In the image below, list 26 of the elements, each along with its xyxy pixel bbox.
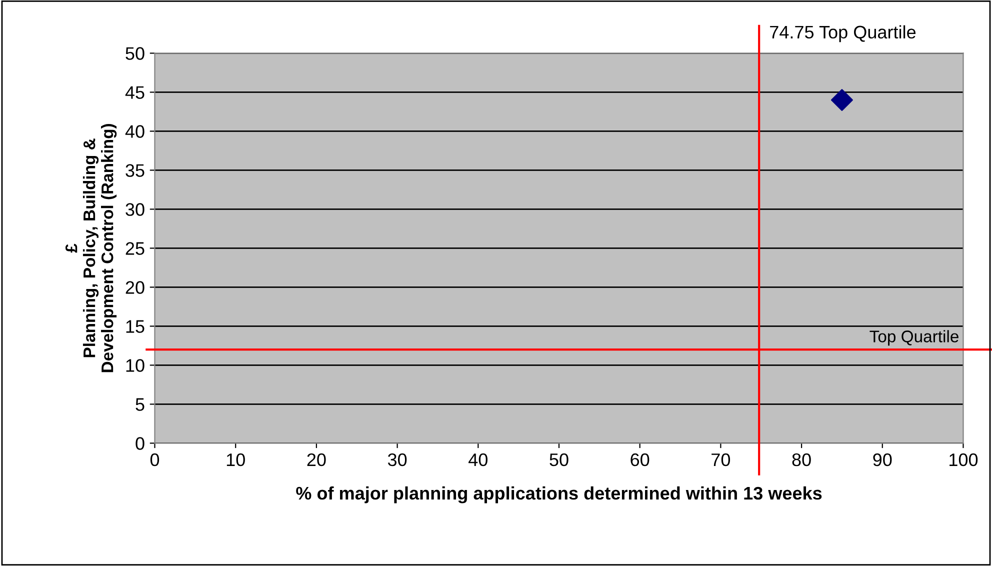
x-axis-title: % of major planning applications determined within 13 weeks [296,486,822,504]
x-tick-label: 70 [712,453,730,466]
y-tick-label: 25 [126,242,144,255]
x-tick-label: 50 [550,453,568,466]
y-axis-title: £ Planning, Policy, Building & Development Control (Ranking) [65,124,117,372]
y-tick-label: 20 [126,281,144,294]
x-tick-label: 10 [226,453,245,466]
ref-line-label: Top Quartile [870,330,958,346]
y-tick-label: 10 [126,359,144,372]
y-tick-label: 15 [126,320,144,333]
x-tick-label: 90 [873,453,892,466]
y-tick-label: 40 [125,125,144,138]
x-tick-label: 60 [630,453,650,466]
y-tick-label: 30 [126,203,144,216]
x-tick-label: 20 [307,453,326,466]
y-tick-label: 5 [136,398,144,411]
x-tick-label: 30 [388,453,407,466]
ref-line-label: 74.75 Top Quartile [770,25,916,42]
y-tick-label: 45 [125,86,144,99]
y-tick-label: 50 [126,47,144,60]
x-tick-label: 40 [468,453,488,466]
x-tick-label: 80 [792,453,811,466]
x-tick-label: 0 [150,453,160,466]
x-tick-label: 100 [950,453,978,466]
y-tick-label: 0 [136,437,144,450]
y-tick-label: 35 [126,164,144,177]
